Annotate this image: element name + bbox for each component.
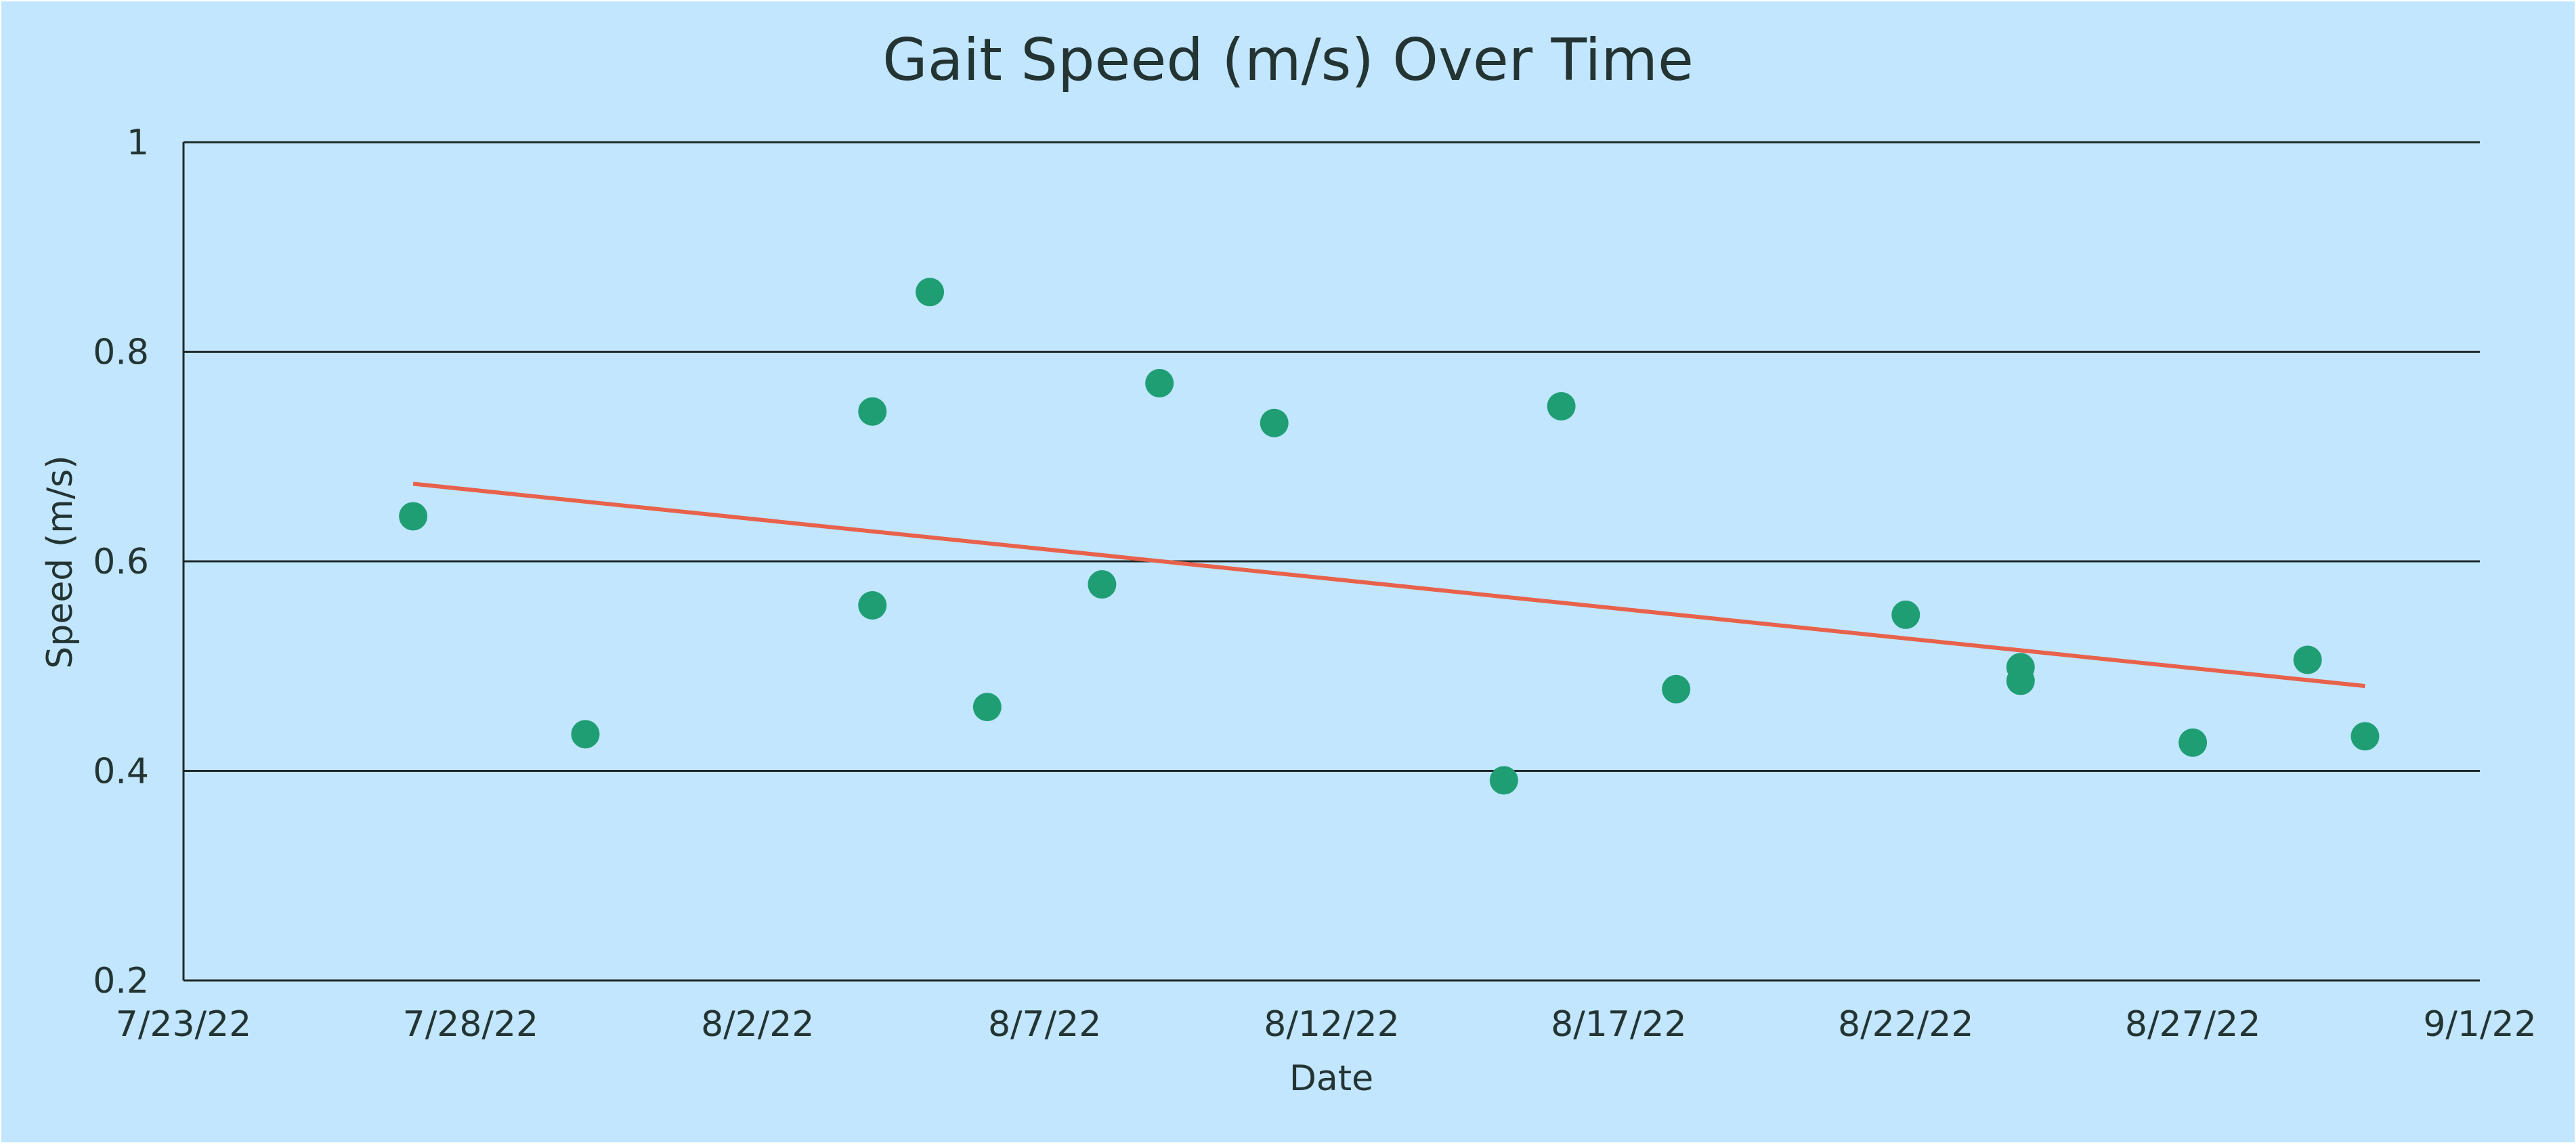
data-point (1088, 570, 1117, 599)
gridlines (182, 141, 2480, 982)
x-tick-label: 9/1/22 (2423, 1004, 2536, 1045)
x-tick-label: 8/27/22 (2125, 1004, 2260, 1045)
y-tick-label: 0.8 (93, 332, 149, 373)
trendline-group (412, 481, 2365, 689)
x-axis-title: Date (1289, 1058, 1373, 1099)
data-point (1891, 600, 1920, 629)
data-point (1662, 674, 1691, 704)
x-tick-label: 8/12/22 (1264, 1004, 1399, 1045)
data-point (2293, 645, 2322, 674)
data-point (858, 397, 887, 426)
x-tick-label: 8/2/22 (701, 1004, 814, 1045)
data-point (571, 720, 600, 749)
y-tick-label: 1 (127, 123, 149, 163)
data-point (2006, 666, 2035, 695)
chart-title: Gait Speed (m/s) Over Time (882, 26, 1694, 94)
trendline (412, 481, 2365, 689)
x-tick-label: 8/17/22 (1551, 1004, 1686, 1045)
y-tick-label: 0.6 (93, 542, 149, 582)
data-point (2178, 728, 2208, 757)
x-axis-ticks: 7/23/22 7/28/22 8/2/22 8/7/22 8/12/22 8/17/22… (116, 1004, 2537, 1045)
y-tick-label: 0.2 (93, 961, 149, 1001)
data-points (399, 278, 2380, 795)
y-axis-title: Speed (m/s) (40, 455, 81, 668)
data-point (916, 278, 945, 307)
data-point (1489, 766, 1518, 795)
data-point (972, 693, 1002, 722)
x-tick-label: 7/23/22 (116, 1004, 251, 1045)
x-tick-label: 8/7/22 (988, 1004, 1101, 1045)
data-point (1145, 368, 1174, 397)
data-point (1260, 408, 1289, 437)
y-axis-ticks: 0.2 0.4 0.6 0.8 1 (93, 123, 149, 1001)
data-point (399, 502, 428, 531)
y-tick-label: 0.4 (93, 752, 149, 792)
data-point (1547, 391, 1576, 420)
data-point (858, 590, 887, 620)
x-tick-label: 8/22/22 (1838, 1004, 1973, 1045)
x-tick-label: 7/28/22 (403, 1004, 538, 1045)
data-point (2350, 722, 2380, 751)
